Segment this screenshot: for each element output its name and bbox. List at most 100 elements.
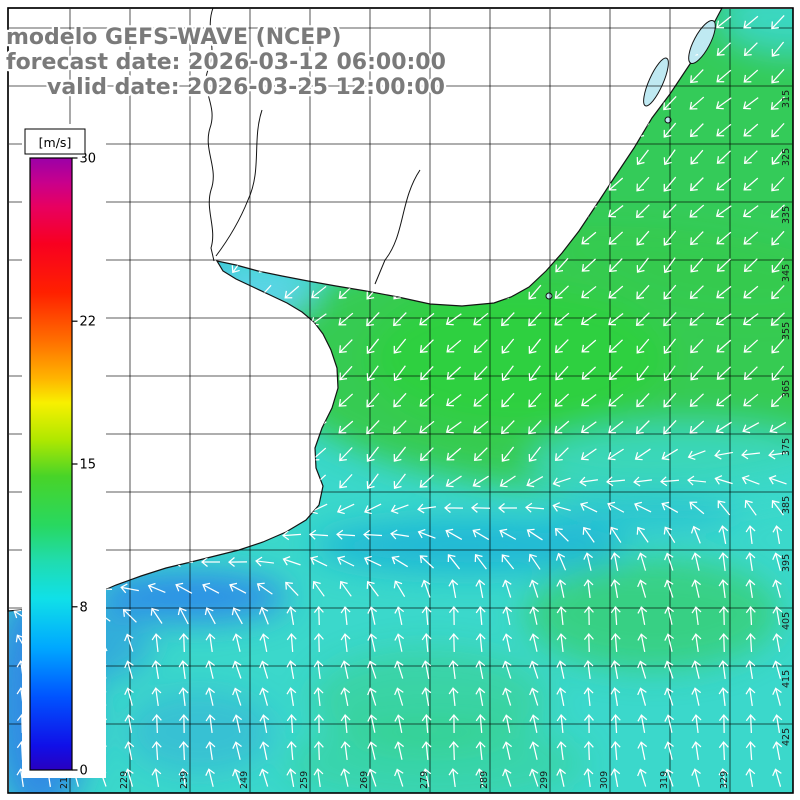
wind-arrow	[231, 122, 245, 138]
wind-arrow	[338, 15, 353, 29]
wind-arrow	[366, 176, 380, 192]
wind-arrow	[41, 15, 57, 29]
wind-arrow	[471, 502, 491, 513]
wind-arrow	[501, 204, 515, 219]
wind-arrow	[151, 768, 162, 787]
bottom-axis-label: 239	[179, 771, 190, 789]
wind-arrow	[582, 526, 595, 543]
wind-arrow	[123, 122, 137, 138]
wind-arrow	[231, 149, 244, 166]
wind-arrow	[663, 284, 677, 300]
wind-arrow	[772, 660, 782, 679]
wind-arrow	[743, 393, 759, 407]
wind-arrow	[663, 41, 676, 58]
colorbar-unit-label: [m/s]	[39, 135, 72, 150]
wind-arrow	[232, 714, 243, 733]
wind-arrow	[663, 526, 676, 543]
wind-arrow	[147, 557, 167, 568]
wind-arrow	[501, 365, 514, 382]
wind-arrow	[285, 150, 299, 165]
valid-date: valid date: 2026-03-25 12:00:00	[47, 75, 445, 100]
wind-arrow	[691, 714, 702, 734]
wind-arrow	[714, 449, 733, 460]
wind-arrow	[311, 258, 326, 272]
wind-arrow	[446, 285, 462, 299]
wind-arrow	[583, 687, 594, 707]
wind-arrow	[772, 525, 783, 544]
wind-arrow	[366, 473, 379, 490]
wind-arrow	[633, 476, 653, 487]
wind-arrow	[203, 15, 218, 29]
wind-arrow	[718, 660, 729, 680]
wind-arrow	[151, 714, 162, 734]
wind-arrow	[363, 529, 383, 540]
wind-arrow	[69, 41, 83, 57]
wind-arrow	[608, 96, 624, 110]
wind-arrow	[259, 714, 270, 733]
wind-arrow	[205, 633, 216, 653]
wind-arrow	[178, 741, 189, 761]
wind-arrow	[203, 312, 219, 326]
wind-arrow	[149, 177, 165, 191]
wind-arrow	[771, 68, 785, 84]
wind-arrow	[555, 552, 567, 571]
wind-arrow	[367, 714, 378, 733]
wind-arrow	[716, 366, 731, 380]
wind-arrow	[364, 503, 382, 515]
wind-arrow	[205, 741, 216, 760]
wind-arrow	[446, 42, 462, 56]
wind-arrow	[339, 580, 352, 597]
wind-arrow	[366, 420, 380, 435]
wind-arrow	[311, 177, 327, 191]
wind-arrow	[689, 420, 705, 434]
wind-arrow	[201, 530, 220, 542]
wind-arrow	[664, 579, 674, 598]
wind-arrow	[284, 177, 300, 191]
wind-arrow	[446, 231, 462, 245]
wind-arrow	[367, 633, 378, 652]
wind-arrow	[313, 741, 324, 761]
right-axis-label: 315	[781, 90, 792, 108]
wind-arrow	[232, 660, 242, 679]
wind-arrow	[259, 741, 270, 760]
wind-arrow	[609, 258, 623, 273]
wind-arrow	[771, 338, 785, 354]
wind-arrow	[421, 714, 432, 734]
wind-arrow	[282, 530, 302, 541]
wind-arrow	[231, 392, 245, 408]
wind-arrow	[663, 204, 677, 219]
wind-arrow	[581, 150, 596, 164]
wind-arrow	[204, 339, 218, 354]
wind-arrow	[663, 14, 677, 30]
wind-arrow	[123, 285, 137, 300]
wind-arrow	[393, 338, 407, 354]
wind-arrow	[393, 446, 407, 462]
wind-arrow	[336, 503, 355, 515]
wind-arrow	[502, 579, 512, 598]
wind-arrow	[636, 149, 649, 165]
wind-arrow	[743, 150, 758, 165]
wind-arrow	[310, 205, 327, 218]
wind-arrow	[421, 741, 432, 761]
rivers	[205, 7, 421, 285]
wind-arrow	[554, 15, 569, 29]
wind-arrow	[771, 393, 785, 408]
wind-arrow	[556, 768, 567, 787]
wind-arrow	[394, 606, 405, 625]
wind-arrow	[204, 41, 218, 57]
wind-arrow	[608, 339, 623, 353]
wind-arrow	[259, 633, 270, 652]
wind-arrow	[743, 97, 759, 110]
wind-arrow	[445, 528, 463, 540]
wind-arrow	[502, 606, 513, 625]
wind-arrow	[528, 230, 542, 246]
wind-arrow	[96, 95, 110, 111]
wind-arrow	[689, 15, 704, 29]
wind-arrow	[367, 660, 377, 679]
wind-arrow	[421, 606, 432, 626]
wind-arrow	[716, 15, 732, 29]
wind-arrow	[718, 579, 729, 599]
wind-arrow	[581, 339, 597, 353]
wind-arrow	[176, 393, 192, 407]
wind-arrow	[446, 258, 462, 272]
